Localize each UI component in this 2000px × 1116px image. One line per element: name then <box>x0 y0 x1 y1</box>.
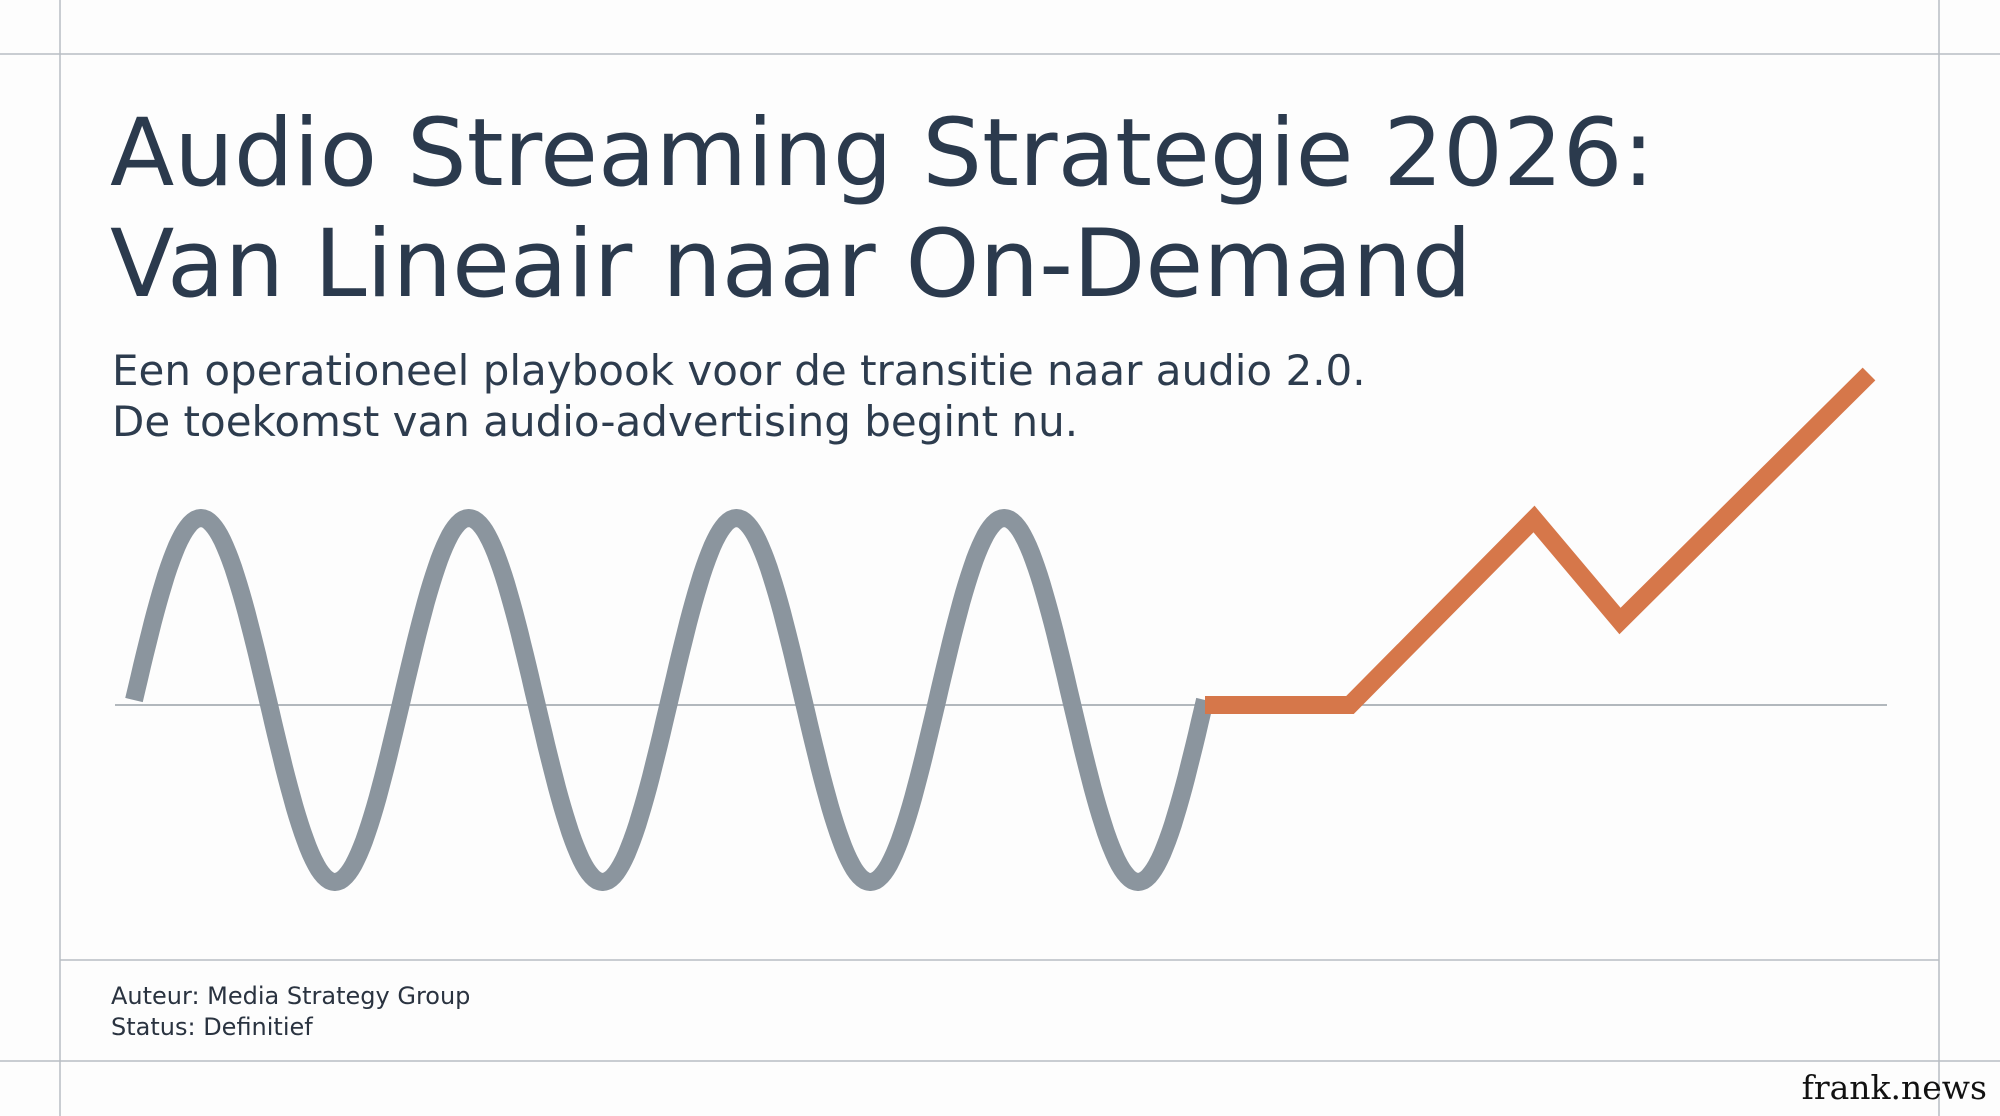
author: Auteur: Media Strategy Group <box>111 982 470 1010</box>
subtitle-line: De toekomst van audio-advertising begint… <box>112 397 1078 446</box>
on-demand-trend <box>1205 367 1876 714</box>
title-line: Audio Streaming Strategie 2026: <box>110 99 1654 208</box>
status: Status: Definitief <box>111 1013 313 1041</box>
brand: frank.news <box>1802 1068 1987 1107</box>
linear-wave <box>125 509 1214 891</box>
title-line: Van Lineair naar On-Demand <box>110 210 1472 319</box>
subtitle-line: Een operationeel playbook voor de transi… <box>112 346 1366 395</box>
